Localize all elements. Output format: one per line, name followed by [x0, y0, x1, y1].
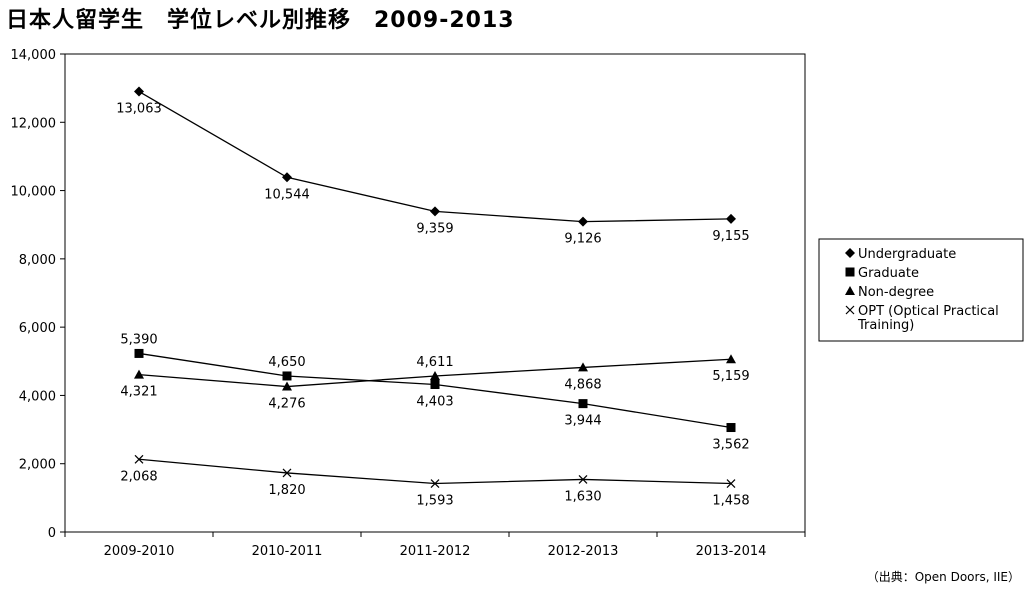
data-label-undergraduate: 9,359 — [416, 221, 453, 236]
legend-label-line: Training) — [857, 318, 914, 333]
data-label-undergraduate: 9,126 — [564, 232, 601, 247]
legend-marker-undergraduate — [845, 248, 855, 258]
data-label-non-degree: 4,276 — [268, 397, 305, 412]
data-label-undergraduate: 9,155 — [712, 229, 749, 244]
legend-label-non-degree: Non-degree — [858, 285, 934, 300]
legend-marker-graduate — [845, 267, 855, 277]
y-tick-label: 0 — [48, 526, 56, 541]
data-point-opt-optical-practical-training — [282, 468, 292, 478]
data-label-undergraduate: 10,544 — [264, 187, 310, 202]
x-tick-label: 2009-2010 — [104, 544, 175, 559]
data-point-opt-optical-practical-training-stroke — [134, 454, 144, 464]
y-tick-label: 8,000 — [19, 253, 56, 268]
y-tick-label: 14,000 — [11, 48, 57, 63]
source-note: （出典：Open Doors, IIE） — [866, 570, 1020, 584]
data-label-non-degree: 4,321 — [120, 385, 157, 400]
data-point-opt-optical-practical-training-stroke — [430, 479, 440, 488]
x-tick-label: 2011-2012 — [400, 544, 471, 559]
data-label-graduate: 4,650 — [268, 355, 305, 370]
data-label-non-degree: 5,159 — [712, 369, 749, 384]
data-point-graduate — [578, 399, 588, 409]
y-tick-label: 10,000 — [11, 185, 57, 200]
data-label-graduate: 3,944 — [564, 414, 601, 429]
data-point-graduate — [134, 348, 144, 358]
legend-marker-non-degree — [845, 286, 855, 295]
legend-label-undergraduate: Undergraduate — [858, 247, 956, 262]
legend-box — [818, 238, 1024, 342]
data-label-non-degree: 4,868 — [564, 377, 601, 392]
data-point-graduate — [726, 423, 736, 433]
legend-label-graduate: Graduate — [858, 266, 919, 281]
data-point-non-degree — [282, 381, 292, 391]
y-tick-label: 4,000 — [19, 389, 56, 404]
data-point-opt-optical-practical-training — [430, 479, 440, 488]
y-tick-label: 12,000 — [11, 116, 57, 131]
legend-marker-opt-optical-practical-training — [845, 305, 855, 315]
data-label-non-degree: 4,611 — [416, 355, 453, 370]
data-label-opt-optical-practical-training: 1,458 — [712, 494, 749, 509]
legend: Undergraduate Graduate Non-degree OPT (Opti… — [818, 238, 1024, 342]
data-point-opt-optical-practical-training-stroke — [282, 468, 292, 478]
series-line-opt-optical-practical-training — [138, 458, 732, 485]
data-label-opt-optical-practical-training: 2,068 — [120, 469, 157, 484]
data-point-non-degree — [726, 354, 736, 364]
data-point-undergraduate — [134, 86, 144, 97]
legend-label-line: Graduate — [858, 266, 919, 281]
data-point-opt-optical-practical-training — [134, 454, 144, 464]
data-point-undergraduate — [430, 206, 440, 217]
x-tick-label: 2012-2013 — [548, 544, 619, 559]
y-tick-label: 2,000 — [19, 458, 56, 473]
legend-marker-opt-optical-practical-training-stroke — [845, 305, 855, 315]
data-label-opt-optical-practical-training: 1,630 — [564, 489, 601, 504]
data-label-opt-optical-practical-training: 1,820 — [268, 483, 305, 498]
data-point-opt-optical-practical-training — [726, 479, 736, 488]
legend-label-line: OPT (Optical Practical — [858, 304, 999, 319]
data-point-opt-optical-practical-training — [578, 474, 588, 484]
legend-label-opt-optical-practical-training: OPT (Optical Practical Training) — [857, 304, 999, 333]
data-point-graduate — [430, 380, 440, 390]
data-label-graduate: 3,562 — [712, 438, 749, 453]
data-point-non-degree — [430, 370, 440, 380]
data-point-opt-optical-practical-training-stroke — [726, 479, 736, 488]
legend-label-line: Undergraduate — [858, 247, 956, 262]
x-tick-label: 2010-2011 — [252, 544, 323, 559]
plot-area: 0 2,000 4,000 6,000 8,000 10,000 12,000 14,000 2… — [11, 48, 806, 559]
data-point-non-degree — [578, 362, 588, 372]
series-line-undergraduate — [138, 90, 732, 223]
y-tick-label: 6,000 — [19, 321, 56, 336]
plot-frame — [64, 53, 806, 533]
data-label-graduate: 5,390 — [120, 332, 157, 347]
data-point-undergraduate — [282, 172, 292, 183]
data-label-undergraduate: 13,063 — [116, 102, 162, 117]
data-point-non-degree — [134, 369, 144, 379]
data-label-opt-optical-practical-training: 1,593 — [416, 494, 453, 509]
legend-label-line: Non-degree — [858, 285, 934, 300]
data-point-undergraduate — [578, 216, 588, 227]
data-point-opt-optical-practical-training-stroke — [578, 474, 588, 484]
data-point-graduate — [282, 371, 292, 381]
data-label-graduate: 4,403 — [416, 395, 453, 410]
data-point-undergraduate — [726, 213, 736, 224]
chart-title: 日本人留学生 学位レベル別推移 2009-2013 — [6, 8, 515, 33]
x-tick-label: 2013-2014 — [696, 544, 767, 559]
